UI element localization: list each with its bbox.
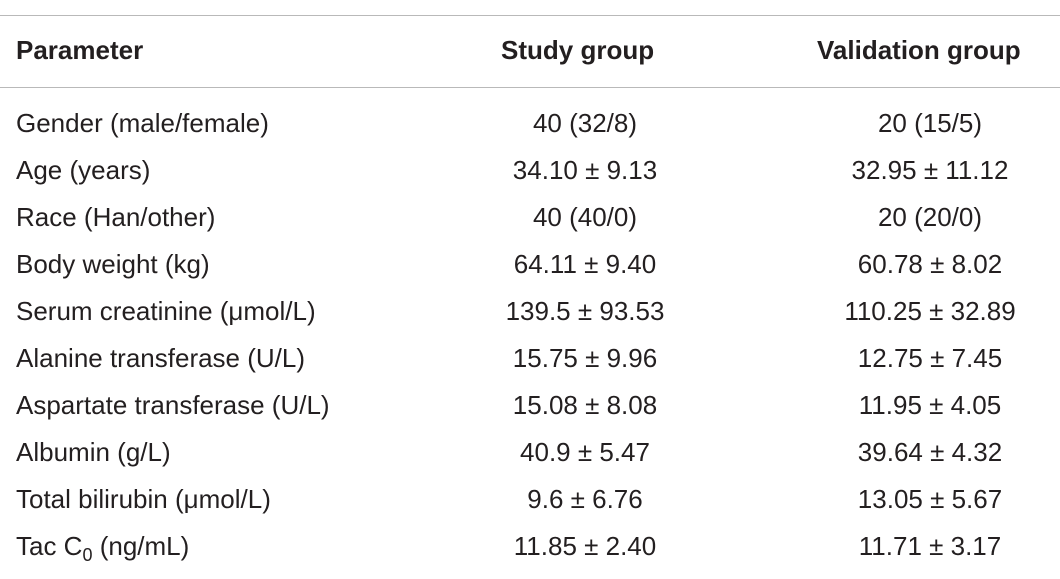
row-study-value: 15.75 ± 9.96 <box>512 343 658 373</box>
row-parameter: Serum creatinine (μmol/L) <box>16 296 316 326</box>
row-parameter: Age (years) <box>16 155 151 185</box>
row-parameter: Alanine transferase (U/L) <box>16 343 306 373</box>
row-validation-value: 20 (20/0) <box>877 202 983 232</box>
row-parameter-prefix: Tac C <box>16 531 83 561</box>
row-study-value: 11.85 ± 2.40 <box>513 531 657 561</box>
table-row: Tac C0 (ng/mL) 11.85 ± 2.40 11.71 ± 3.17 <box>0 526 1060 566</box>
row-validation-value: 110.25 ± 32.89 <box>844 296 1016 326</box>
row-study-value: 139.5 ± 93.53 <box>505 296 665 326</box>
row-parameter: Tac C0 (ng/mL) <box>16 526 189 566</box>
row-validation-value: 20 (15/5) <box>877 108 983 138</box>
table-row: Gender (male/female) 40 (32/8) 20 (15/5) <box>0 103 1060 143</box>
row-parameter: Total bilirubin (μmol/L) <box>16 484 271 514</box>
header-study-group: Study group <box>501 35 655 65</box>
table-row: Albumin (g/L) 40.9 ± 5.47 39.64 ± 4.32 <box>0 432 1060 472</box>
row-parameter: Body weight (kg) <box>16 249 210 279</box>
table-top-rule <box>0 15 1060 16</box>
row-parameter: Albumin (g/L) <box>16 437 171 467</box>
row-parameter-subscript: 0 <box>82 545 93 565</box>
row-validation-value: 11.71 ± 3.17 <box>858 531 1002 561</box>
table-header-rule <box>0 87 1060 88</box>
row-study-value: 15.08 ± 8.08 <box>512 390 658 420</box>
row-study-value: 40.9 ± 5.47 <box>520 437 650 467</box>
table-row: Total bilirubin (μmol/L) 9.6 ± 6.76 13.0… <box>0 479 1060 519</box>
table-row: Age (years) 34.10 ± 9.13 32.95 ± 11.12 <box>0 150 1060 190</box>
header-parameter: Parameter <box>16 35 144 65</box>
header-validation-group: Validation group <box>817 35 1021 65</box>
row-study-value: 64.11 ± 9.40 <box>513 249 657 279</box>
row-study-value: 40 (32/8) <box>532 108 638 138</box>
row-validation-value: 39.64 ± 4.32 <box>857 437 1003 467</box>
row-validation-value: 11.95 ± 4.05 <box>858 390 1002 420</box>
table-row: Serum creatinine (μmol/L) 139.5 ± 93.53 … <box>0 291 1060 331</box>
table-row: Aspartate transferase (U/L) 15.08 ± 8.08… <box>0 385 1060 425</box>
table-header-row: Parameter Study group Validation group <box>0 30 1060 70</box>
table-row: Alanine transferase (U/L) 15.75 ± 9.96 1… <box>0 338 1060 378</box>
row-parameter-suffix: (ng/mL) <box>92 531 190 561</box>
row-validation-value: 60.78 ± 8.02 <box>857 249 1003 279</box>
row-study-value: 40 (40/0) <box>532 202 638 232</box>
row-validation-value: 32.95 ± 11.12 <box>851 155 1009 185</box>
row-validation-value: 13.05 ± 5.67 <box>857 484 1003 514</box>
row-parameter: Aspartate transferase (U/L) <box>16 390 330 420</box>
row-study-value: 9.6 ± 6.76 <box>527 484 643 514</box>
row-parameter: Gender (male/female) <box>16 108 269 138</box>
row-validation-value: 12.75 ± 7.45 <box>857 343 1003 373</box>
table-row: Body weight (kg) 64.11 ± 9.40 60.78 ± 8.… <box>0 244 1060 284</box>
table-row: Race (Han/other) 40 (40/0) 20 (20/0) <box>0 197 1060 237</box>
row-parameter: Race (Han/other) <box>16 202 216 232</box>
row-study-value: 34.10 ± 9.13 <box>512 155 658 185</box>
